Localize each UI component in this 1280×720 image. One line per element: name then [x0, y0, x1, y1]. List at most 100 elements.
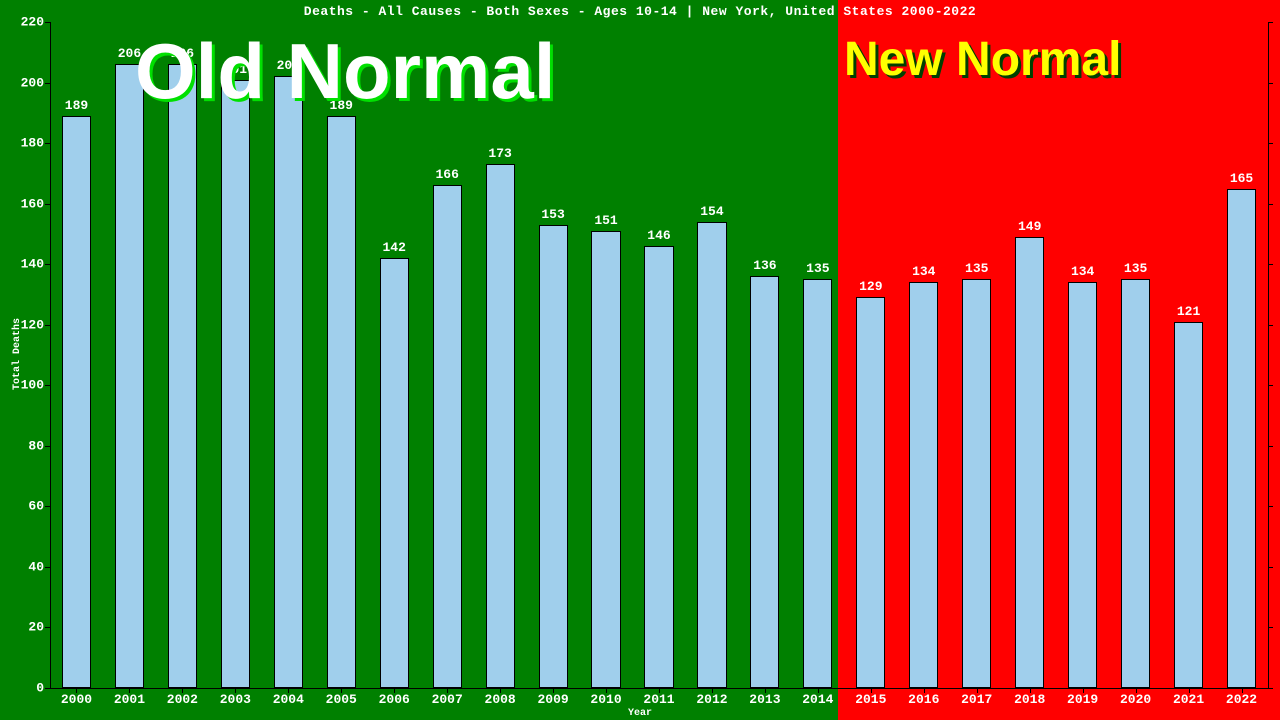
bar-value-label: 151	[594, 213, 617, 228]
bar-value-label: 189	[65, 98, 88, 113]
bar	[1121, 279, 1150, 688]
y-tick-label: 160	[21, 196, 44, 211]
bar-value-label: 134	[1071, 264, 1094, 279]
y-tick-mark	[45, 325, 50, 326]
bar	[62, 116, 91, 688]
x-tick-label: 2020	[1120, 692, 1151, 707]
bar-value-label: 121	[1177, 304, 1200, 319]
x-tick-mark	[76, 688, 77, 693]
y-tick-mark	[1268, 325, 1273, 326]
x-tick-mark	[1242, 688, 1243, 693]
x-tick-mark	[235, 688, 236, 693]
y-tick-mark	[45, 567, 50, 568]
bar	[856, 297, 885, 688]
y-tick-mark	[45, 143, 50, 144]
x-tick-label: 2016	[908, 692, 939, 707]
x-axis-title: Year	[0, 708, 1280, 719]
bar	[539, 225, 568, 688]
y-tick-label: 220	[21, 15, 44, 30]
x-tick-mark	[659, 688, 660, 693]
bar	[274, 76, 303, 688]
x-tick-mark	[871, 688, 872, 693]
y-tick-label: 0	[36, 681, 44, 696]
bar	[327, 116, 356, 688]
bar	[1015, 237, 1044, 688]
x-tick-label: 2014	[802, 692, 833, 707]
bar-value-label: 166	[435, 167, 458, 182]
bar-value-label: 129	[859, 279, 882, 294]
bar-value-label: 142	[383, 240, 406, 255]
y-tick-mark	[45, 83, 50, 84]
y-tick-mark	[45, 385, 50, 386]
x-tick-label: 2007	[432, 692, 463, 707]
x-tick-label: 2009	[537, 692, 568, 707]
y-tick-label: 180	[21, 136, 44, 151]
y-tick-mark	[1268, 446, 1273, 447]
y-tick-label: 100	[21, 378, 44, 393]
y-tick-label: 200	[21, 75, 44, 90]
y-axis-title: Total Deaths	[12, 318, 23, 390]
x-tick-label: 2003	[220, 692, 251, 707]
x-tick-mark	[818, 688, 819, 693]
y-tick-mark	[45, 446, 50, 447]
y-tick-mark	[1268, 627, 1273, 628]
bar	[697, 222, 726, 688]
x-tick-label: 2012	[696, 692, 727, 707]
bar-value-label: 154	[700, 204, 723, 219]
deaths-bar-chart: Deaths - All Causes - Both Sexes - Ages …	[0, 0, 1280, 720]
bar	[644, 246, 673, 688]
bar-value-label: 146	[647, 228, 670, 243]
x-tick-label: 2015	[855, 692, 886, 707]
y-tick-mark	[1268, 143, 1273, 144]
bar	[1174, 322, 1203, 688]
bar	[1068, 282, 1097, 688]
x-tick-mark	[1083, 688, 1084, 693]
x-tick-mark	[606, 688, 607, 693]
y-tick-mark	[45, 506, 50, 507]
y-tick-mark	[1268, 506, 1273, 507]
bar	[168, 64, 197, 688]
y-tick-label: 80	[28, 438, 44, 453]
x-tick-mark	[553, 688, 554, 693]
x-tick-mark	[1030, 688, 1031, 693]
y-tick-label: 60	[28, 499, 44, 514]
y-tick-label: 40	[28, 559, 44, 574]
x-tick-label: 2011	[643, 692, 674, 707]
y-tick-label: 20	[28, 620, 44, 635]
bar	[750, 276, 779, 688]
bar	[221, 80, 250, 688]
bar	[1227, 189, 1256, 689]
y-tick-mark	[1268, 264, 1273, 265]
y-tick-mark	[1268, 204, 1273, 205]
bar-value-label: 149	[1018, 219, 1041, 234]
y-tick-mark	[45, 264, 50, 265]
x-tick-label: 2022	[1226, 692, 1257, 707]
x-tick-label: 2006	[379, 692, 410, 707]
x-tick-mark	[765, 688, 766, 693]
x-tick-mark	[288, 688, 289, 693]
y-tick-mark	[45, 688, 50, 689]
y-tick-mark	[1268, 83, 1273, 84]
bar	[909, 282, 938, 688]
bar-value-label: 173	[488, 146, 511, 161]
y-tick-mark	[45, 204, 50, 205]
y-axis-line-right	[1268, 22, 1269, 688]
y-tick-mark	[1268, 22, 1273, 23]
x-tick-label: 2010	[590, 692, 621, 707]
x-tick-mark	[1189, 688, 1190, 693]
bar-value-label: 135	[1124, 261, 1147, 276]
y-tick-mark	[1268, 567, 1273, 568]
bar	[115, 64, 144, 688]
bar-value-label: 134	[912, 264, 935, 279]
x-tick-mark	[447, 688, 448, 693]
y-tick-mark	[45, 22, 50, 23]
bar-value-label: 153	[541, 207, 564, 222]
x-tick-label: 2000	[61, 692, 92, 707]
y-tick-mark	[1268, 385, 1273, 386]
x-tick-mark	[924, 688, 925, 693]
x-tick-mark	[394, 688, 395, 693]
x-tick-mark	[500, 688, 501, 693]
bar-value-label: 135	[806, 261, 829, 276]
x-tick-mark	[712, 688, 713, 693]
chart-title: Deaths - All Causes - Both Sexes - Ages …	[0, 4, 1280, 19]
